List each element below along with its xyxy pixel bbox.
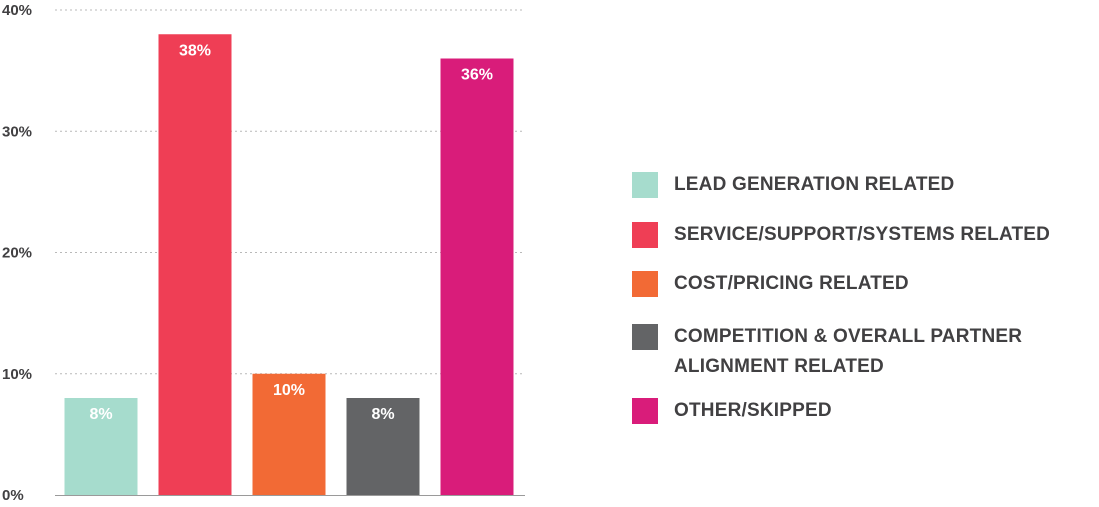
bar bbox=[440, 58, 514, 495]
bar-value-label: 8% bbox=[371, 406, 394, 423]
legend-swatch bbox=[632, 324, 658, 350]
legend-label-line: COST/PRICING RELATED bbox=[674, 273, 909, 294]
legend-label-line: OTHER/SKIPPED bbox=[674, 400, 832, 421]
bar-value-label: 38% bbox=[179, 42, 211, 59]
bar-value-label: 10% bbox=[273, 382, 305, 399]
bar-value-label: 8% bbox=[89, 406, 112, 423]
legend-label: COST/PRICING RELATED bbox=[674, 269, 909, 299]
y-tick-label: 0% bbox=[2, 487, 24, 504]
legend-swatch bbox=[632, 271, 658, 297]
legend-swatch bbox=[632, 222, 658, 248]
bar bbox=[346, 398, 420, 495]
legend-item: COMPETITION & OVERALL PARTNER ALIGNMENT R… bbox=[632, 324, 1022, 382]
bar bbox=[64, 398, 138, 495]
legend-label: COMPETITION & OVERALL PARTNER ALIGNMENT R… bbox=[674, 322, 1022, 382]
y-tick-label: 40% bbox=[2, 2, 32, 19]
bar bbox=[252, 373, 326, 495]
bar-value-label: 36% bbox=[461, 67, 493, 84]
legend-label-line: LEAD GENERATION RELATED bbox=[674, 174, 955, 195]
legend-item: LEAD GENERATION RELATED bbox=[632, 172, 954, 200]
legend-label-line: SERVICE/SUPPORT/SYSTEMS RELATED bbox=[674, 224, 1051, 245]
legend-item: SERVICE/SUPPORT/SYSTEMS RELATED bbox=[632, 222, 1050, 250]
legend-item: COST/PRICING RELATED bbox=[632, 271, 909, 299]
legend-label: LEAD GENERATION RELATED bbox=[674, 170, 954, 200]
y-tick-label: 20% bbox=[2, 245, 32, 262]
legend-label-line: COMPETITION & OVERALL PARTNER bbox=[674, 326, 1023, 347]
y-tick-label: 30% bbox=[2, 123, 32, 140]
legend-item: OTHER/SKIPPED bbox=[632, 398, 832, 426]
legend-label: SERVICE/SUPPORT/SYSTEMS RELATED bbox=[674, 220, 1050, 250]
legend-swatch bbox=[632, 398, 658, 424]
legend-label-line: ALIGNMENT RELATED bbox=[674, 356, 884, 377]
legend-label: OTHER/SKIPPED bbox=[674, 396, 832, 426]
y-tick-label: 10% bbox=[2, 366, 32, 383]
bar bbox=[158, 34, 232, 495]
legend-swatch bbox=[632, 172, 658, 198]
